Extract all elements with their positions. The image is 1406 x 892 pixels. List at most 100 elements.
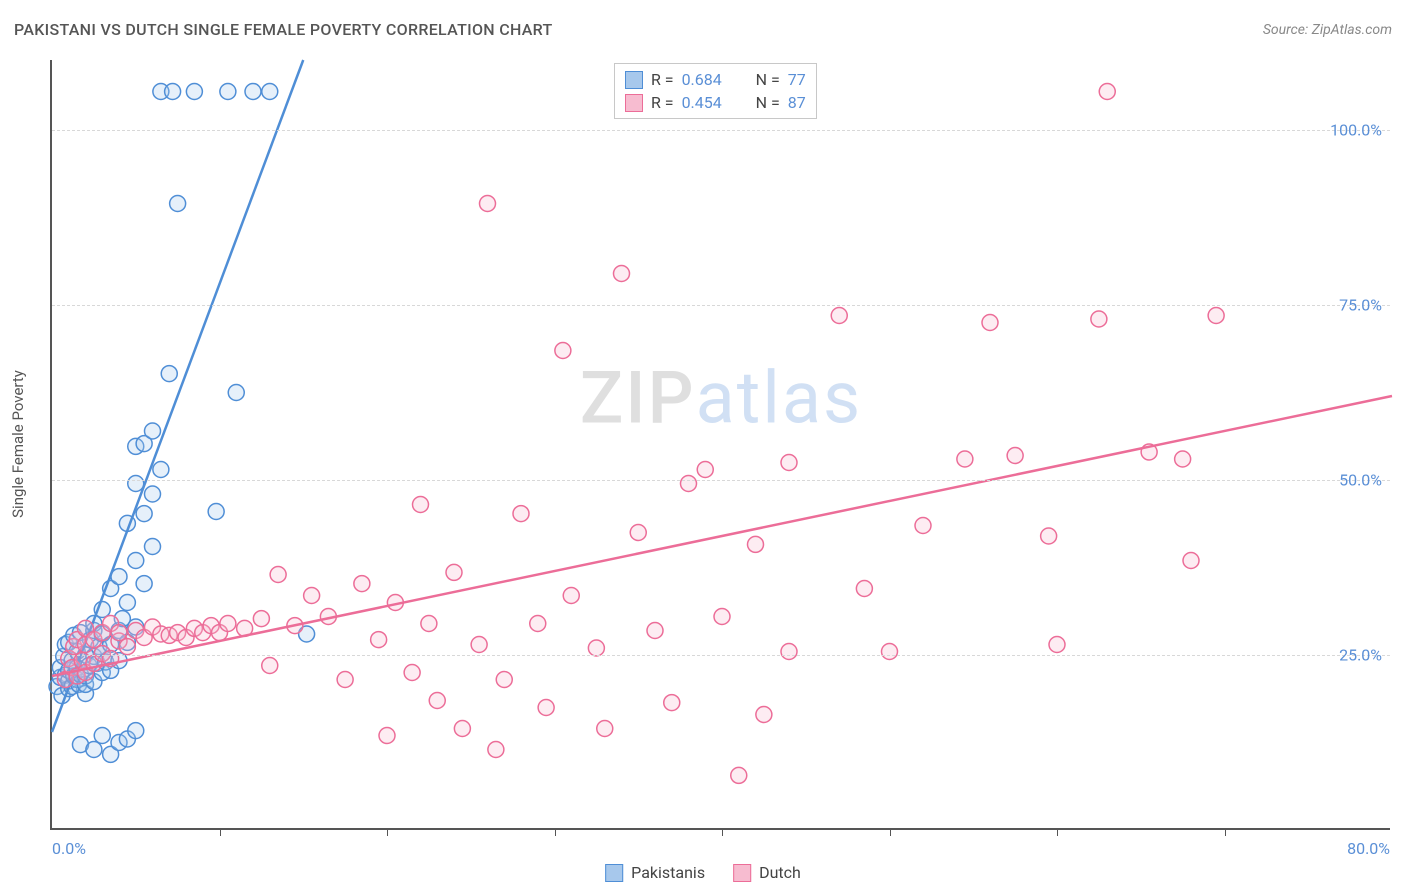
data-point [153,462,169,478]
x-tick [890,828,891,836]
data-point [480,196,496,212]
x-tick [1057,828,1058,836]
plot-area: Single Female Poverty ZIPatlas R = 0.684… [50,60,1390,830]
data-point [957,451,973,467]
data-point [371,632,387,648]
data-point [513,506,529,522]
data-point [471,637,487,653]
data-point [186,84,202,100]
data-point [714,609,730,625]
data-point [119,639,135,655]
data-point [136,576,152,592]
data-point [831,308,847,324]
correlation-legend: R = 0.684 N = 77 R = 0.454 N = 87 [614,63,817,119]
data-point [664,695,680,711]
data-point [165,84,181,100]
data-point [220,84,236,100]
trendline [52,396,1392,676]
data-point [220,616,236,632]
data-point [94,728,110,744]
y-tick-label: 50.0% [1339,471,1382,490]
data-point [145,423,161,439]
data-point [538,700,554,716]
data-point [404,665,420,681]
data-point [597,721,613,737]
data-point [454,721,470,737]
data-point [731,767,747,783]
chart-header: PAKISTANI VS DUTCH SINGLE FEMALE POVERTY… [14,20,1392,39]
y-tick-label: 75.0% [1339,296,1382,315]
data-point [630,525,646,541]
data-point [1091,311,1107,327]
gridline [52,655,1390,656]
legend-bottom-swatch-1 [733,864,751,882]
data-point [429,693,445,709]
data-point [208,504,224,520]
data-point [413,497,429,513]
data-point [262,658,278,674]
data-point [161,366,177,382]
data-point [681,476,697,492]
data-point [1183,553,1199,569]
legend-swatch-0 [625,71,643,89]
data-point [496,672,512,688]
plot-container: Single Female Poverty ZIPatlas R = 0.684… [50,60,1390,830]
legend-bottom-swatch-0 [605,864,623,882]
x-tick [555,828,556,836]
legend-swatch-1 [625,94,643,112]
data-point [781,644,797,660]
data-point [488,742,504,758]
data-point [379,728,395,744]
data-point [1007,448,1023,464]
data-point [1175,451,1191,467]
series-legend: Pakistanis Dutch [605,863,801,882]
data-point [647,623,663,639]
data-point [588,640,604,656]
data-point [270,567,286,583]
data-point [530,616,546,632]
chart-title: PAKISTANI VS DUTCH SINGLE FEMALE POVERTY… [14,20,553,39]
data-point [614,266,630,282]
y-axis-label: Single Female Poverty [9,370,27,518]
data-point [253,611,269,627]
x-axis-min-label: 0.0% [52,839,86,858]
data-point [1041,528,1057,544]
data-point [304,588,320,604]
data-point [697,462,713,478]
data-point [882,644,898,660]
data-point [555,343,571,359]
data-point [145,486,161,502]
gridline [52,305,1390,306]
data-point [337,672,353,688]
data-point [982,315,998,331]
data-point [354,576,370,592]
gridline [52,130,1390,131]
data-point [781,455,797,471]
data-point [421,616,437,632]
x-axis-max-label: 80.0% [1347,839,1390,858]
data-point [128,553,144,569]
x-tick [220,828,221,836]
legend-row-series-0: R = 0.684 N = 77 [625,68,806,91]
source-attribution: Source: ZipAtlas.com [1263,22,1392,38]
data-point [446,564,462,580]
data-point [228,385,244,401]
legend-item-1: Dutch [733,863,801,882]
data-point [145,539,161,555]
legend-item-0: Pakistanis [605,863,705,882]
x-tick [387,828,388,836]
data-point [1049,637,1065,653]
data-point [245,84,261,100]
scatter-svg [52,60,1390,828]
y-tick-label: 100.0% [1330,121,1382,140]
x-tick [1225,828,1226,836]
data-point [136,506,152,522]
gridline [52,480,1390,481]
x-tick [722,828,723,836]
data-point [119,595,135,611]
data-point [856,581,872,597]
y-tick-label: 25.0% [1339,646,1382,665]
data-point [1208,308,1224,324]
data-point [262,84,278,100]
legend-row-series-1: R = 0.454 N = 87 [625,91,806,114]
